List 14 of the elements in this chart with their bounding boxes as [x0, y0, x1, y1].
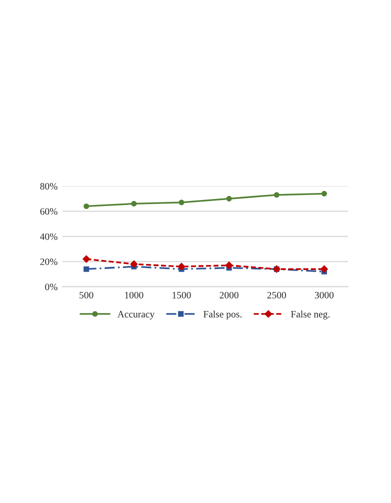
- x-tick-label: 2500: [267, 292, 286, 298]
- x-tick-label: 2000: [220, 292, 238, 298]
- y-tick-label: 0%: [45, 284, 58, 290]
- x-tick-label: 3000: [314, 292, 334, 298]
- legend-label: False neg.: [290, 310, 330, 320]
- legend-label: False pos.: [203, 310, 242, 320]
- y-tick-label: 40%: [40, 233, 58, 240]
- x-tick-label: 1000: [125, 292, 144, 298]
- x-tick-label: 1500: [172, 292, 191, 298]
- x-tick-label: 500: [80, 292, 94, 298]
- legend-label: Accuracy: [117, 310, 155, 320]
- y-tick-label: 20%: [40, 258, 58, 266]
- y-tick-label: 60%: [40, 208, 58, 215]
- y-tick-label: 80%: [40, 183, 58, 190]
